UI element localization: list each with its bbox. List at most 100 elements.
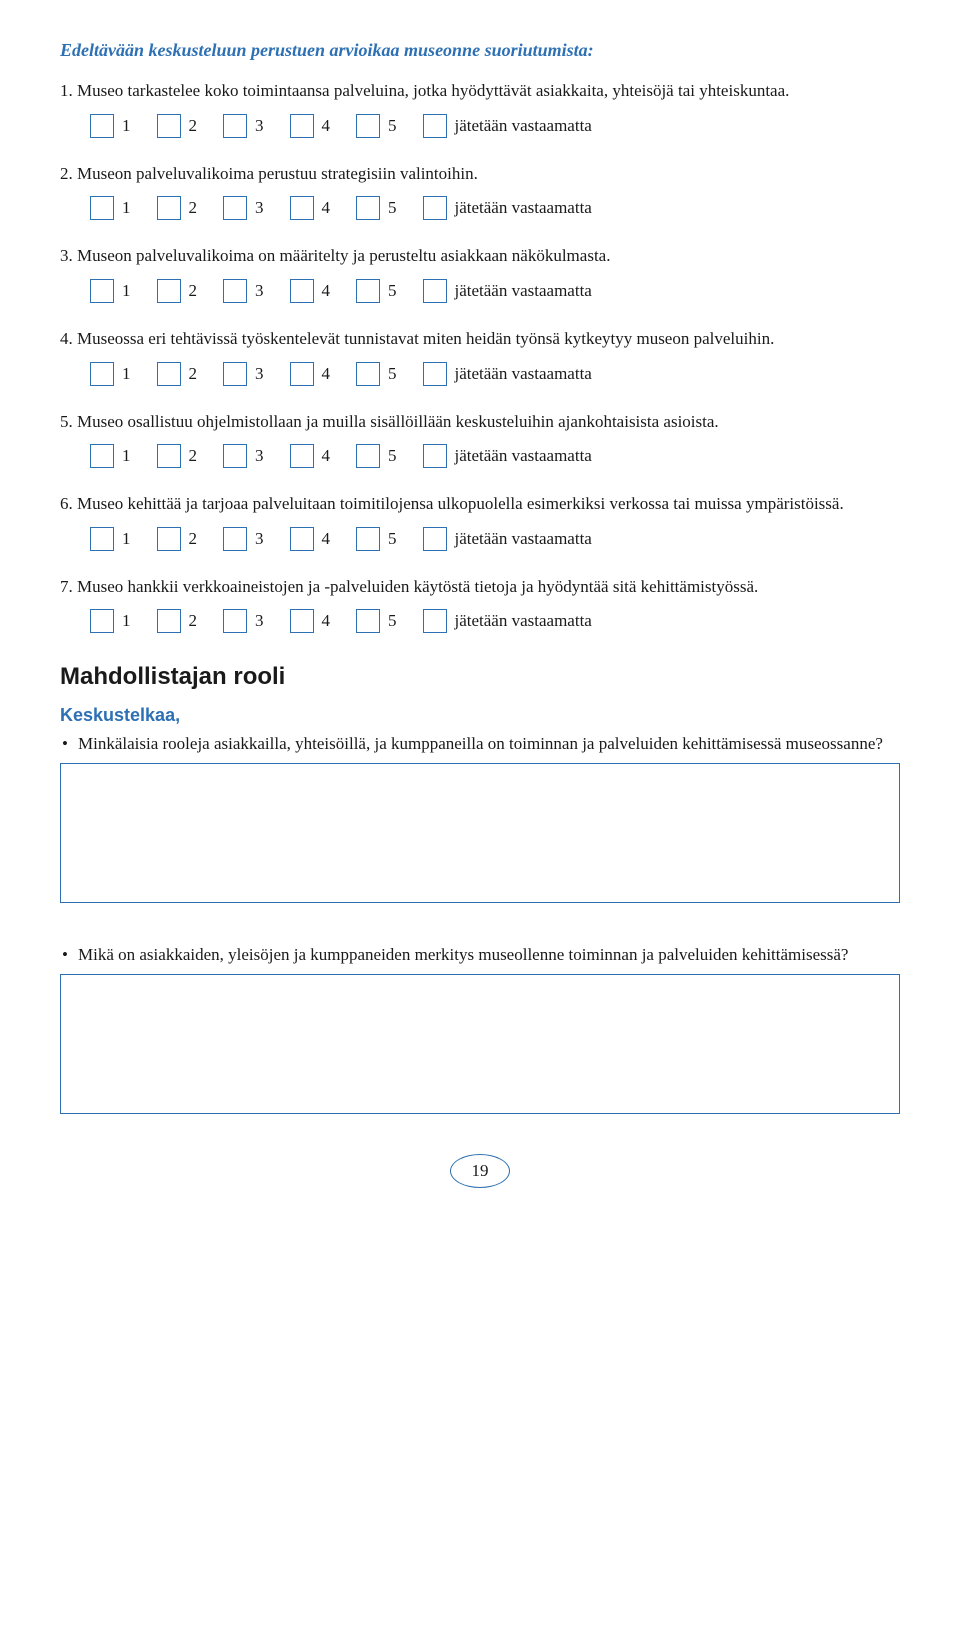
rating-checkbox-5[interactable] bbox=[356, 196, 380, 220]
rating-label: 1 bbox=[122, 281, 131, 301]
rating-option: 3 bbox=[223, 279, 264, 303]
question-text: 3. Museon palveluvalikoima on määritelty… bbox=[60, 244, 900, 269]
rating-label: 3 bbox=[255, 116, 264, 136]
rating-option: 1 bbox=[90, 196, 131, 220]
answer-textbox-1[interactable] bbox=[60, 763, 900, 903]
rating-checkbox-1[interactable] bbox=[90, 362, 114, 386]
rating-label: 1 bbox=[122, 446, 131, 466]
rating-checkbox-1[interactable] bbox=[90, 279, 114, 303]
rating-checkbox-1[interactable] bbox=[90, 609, 114, 633]
rating-skip-label: jätetään vastaamatta bbox=[455, 529, 592, 549]
rating-checkbox-4[interactable] bbox=[290, 362, 314, 386]
rating-checkbox-4[interactable] bbox=[290, 196, 314, 220]
rating-checkbox-skip[interactable] bbox=[423, 527, 447, 551]
rating-checkbox-1[interactable] bbox=[90, 114, 114, 138]
rating-option: 4 bbox=[290, 444, 331, 468]
rating-label: 1 bbox=[122, 116, 131, 136]
rating-label: 4 bbox=[322, 446, 331, 466]
rating-label: 5 bbox=[388, 198, 397, 218]
question-block: 7. Museo hankkii verkkoaineistojen ja -p… bbox=[60, 575, 900, 634]
rating-label: 2 bbox=[189, 281, 198, 301]
rating-option: 5 bbox=[356, 609, 397, 633]
question-block: 6. Museo kehittää ja tarjoaa palveluitaa… bbox=[60, 492, 900, 551]
rating-label: 2 bbox=[189, 529, 198, 549]
rating-checkbox-5[interactable] bbox=[356, 527, 380, 551]
rating-checkbox-5[interactable] bbox=[356, 362, 380, 386]
rating-option: 4 bbox=[290, 196, 331, 220]
rating-checkbox-2[interactable] bbox=[157, 196, 181, 220]
rating-checkbox-2[interactable] bbox=[157, 444, 181, 468]
rating-checkbox-2[interactable] bbox=[157, 114, 181, 138]
rating-checkbox-2[interactable] bbox=[157, 279, 181, 303]
rating-checkbox-3[interactable] bbox=[223, 362, 247, 386]
rating-option: 1 bbox=[90, 114, 131, 138]
rating-label: 5 bbox=[388, 116, 397, 136]
rating-checkbox-3[interactable] bbox=[223, 279, 247, 303]
rating-label: 5 bbox=[388, 529, 397, 549]
question-text: 1. Museo tarkastelee koko toimintaansa p… bbox=[60, 79, 900, 104]
rating-checkbox-2[interactable] bbox=[157, 609, 181, 633]
rating-label: 5 bbox=[388, 364, 397, 384]
answer-textbox-2[interactable] bbox=[60, 974, 900, 1114]
rating-checkbox-4[interactable] bbox=[290, 609, 314, 633]
rating-checkbox-skip[interactable] bbox=[423, 362, 447, 386]
rating-label: 3 bbox=[255, 611, 264, 631]
rating-option: 1 bbox=[90, 527, 131, 551]
rating-checkbox-3[interactable] bbox=[223, 114, 247, 138]
rating-checkbox-5[interactable] bbox=[356, 609, 380, 633]
rating-checkbox-1[interactable] bbox=[90, 444, 114, 468]
rating-checkbox-5[interactable] bbox=[356, 114, 380, 138]
rating-checkbox-3[interactable] bbox=[223, 609, 247, 633]
rating-checkbox-skip[interactable] bbox=[423, 444, 447, 468]
rating-option: 4 bbox=[290, 279, 331, 303]
rating-label: 4 bbox=[322, 611, 331, 631]
rating-option: 3 bbox=[223, 362, 264, 386]
rating-label: 1 bbox=[122, 364, 131, 384]
rating-checkbox-skip[interactable] bbox=[423, 279, 447, 303]
rating-checkbox-5[interactable] bbox=[356, 444, 380, 468]
discussion-list: Minkälaisia rooleja asiakkailla, yhteisö… bbox=[60, 732, 900, 757]
rating-option: 4 bbox=[290, 527, 331, 551]
page-footer: 19 bbox=[60, 1154, 900, 1188]
rating-row: 1 2 3 4 5 jätetään vastaamatta bbox=[60, 279, 900, 303]
rating-skip: jätetään vastaamatta bbox=[423, 196, 592, 220]
rating-checkbox-4[interactable] bbox=[290, 444, 314, 468]
rating-checkbox-4[interactable] bbox=[290, 114, 314, 138]
rating-checkbox-2[interactable] bbox=[157, 362, 181, 386]
question-text: 5. Museo osallistuu ohjelmistollaan ja m… bbox=[60, 410, 900, 435]
rating-checkbox-4[interactable] bbox=[290, 279, 314, 303]
rating-skip: jätetään vastaamatta bbox=[423, 279, 592, 303]
rating-option: 2 bbox=[157, 196, 198, 220]
rating-label: 3 bbox=[255, 446, 264, 466]
rating-checkbox-skip[interactable] bbox=[423, 609, 447, 633]
rating-checkbox-1[interactable] bbox=[90, 196, 114, 220]
rating-label: 5 bbox=[388, 281, 397, 301]
rating-option: 1 bbox=[90, 609, 131, 633]
rating-option: 3 bbox=[223, 114, 264, 138]
rating-checkbox-3[interactable] bbox=[223, 196, 247, 220]
rating-checkbox-3[interactable] bbox=[223, 444, 247, 468]
rating-option: 2 bbox=[157, 279, 198, 303]
rating-option: 2 bbox=[157, 114, 198, 138]
rating-checkbox-4[interactable] bbox=[290, 527, 314, 551]
rating-checkbox-1[interactable] bbox=[90, 527, 114, 551]
rating-checkbox-3[interactable] bbox=[223, 527, 247, 551]
rating-option: 3 bbox=[223, 527, 264, 551]
section-heading: Mahdollistajan rooli bbox=[60, 663, 900, 691]
rating-label: 5 bbox=[388, 446, 397, 466]
rating-label: 3 bbox=[255, 364, 264, 384]
rating-checkbox-5[interactable] bbox=[356, 279, 380, 303]
rating-label: 3 bbox=[255, 198, 264, 218]
question-text: 4. Museossa eri tehtävissä työskentelevä… bbox=[60, 327, 900, 352]
rating-checkbox-skip[interactable] bbox=[423, 114, 447, 138]
rating-label: 3 bbox=[255, 281, 264, 301]
rating-checkbox-2[interactable] bbox=[157, 527, 181, 551]
rating-checkbox-skip[interactable] bbox=[423, 196, 447, 220]
rating-option: 4 bbox=[290, 362, 331, 386]
rating-row: 1 2 3 4 5 jätetään vastaamatta bbox=[60, 527, 900, 551]
section-subheading: Keskustelkaa, bbox=[60, 705, 900, 726]
rating-option: 2 bbox=[157, 362, 198, 386]
question-text: 2. Museon palveluvalikoima perustuu stra… bbox=[60, 162, 900, 187]
rating-skip-label: jätetään vastaamatta bbox=[455, 198, 592, 218]
rating-option: 3 bbox=[223, 196, 264, 220]
